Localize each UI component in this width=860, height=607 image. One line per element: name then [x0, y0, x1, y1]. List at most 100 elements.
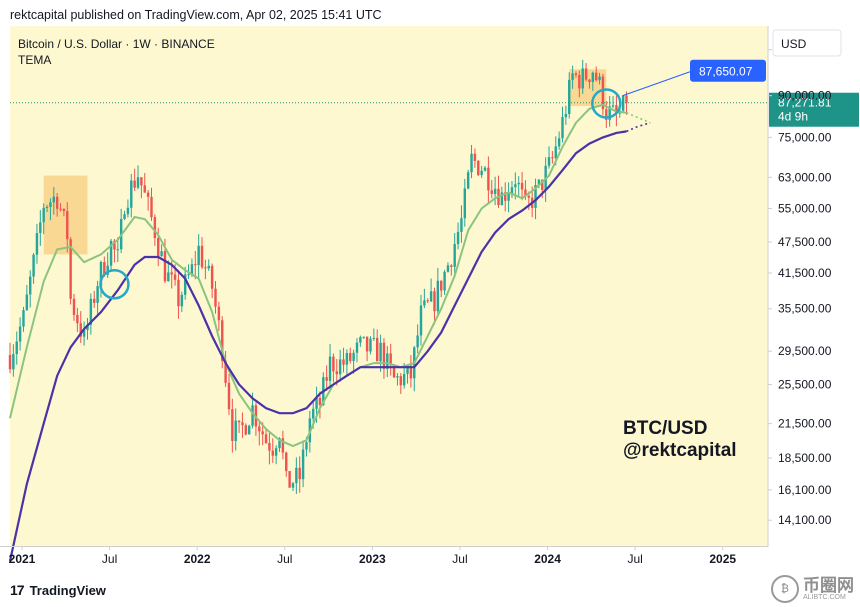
currency-button[interactable]: USD [772, 29, 842, 57]
candle-body [551, 157, 554, 159]
candle-body [45, 206, 49, 208]
candle-body [365, 336, 369, 352]
candle-body [591, 72, 595, 83]
candle-body [342, 359, 345, 365]
candle-body [345, 353, 349, 365]
candle-body [450, 265, 453, 267]
candle-body [440, 280, 443, 291]
x-tick-label: 2025 [709, 552, 736, 566]
candle-body [605, 109, 608, 120]
candle-body [163, 251, 167, 282]
last-price-value: 87,271.81 [778, 96, 832, 110]
candle-body [443, 271, 446, 291]
candle-body [608, 106, 611, 120]
candle-body [99, 262, 103, 287]
candle-body [113, 240, 116, 250]
candle-body [588, 79, 591, 83]
candle-body [227, 382, 231, 410]
candle-body [8, 355, 12, 370]
candle-body [520, 182, 524, 190]
candle-body [281, 438, 285, 453]
candle-body [477, 160, 480, 176]
candle-body [315, 397, 318, 409]
candle-body [561, 117, 564, 139]
candle-body [143, 185, 146, 193]
candle-body [268, 443, 271, 451]
candle-body [274, 448, 278, 456]
candle-body [116, 249, 120, 251]
overlay-pair: BTC/USD [623, 418, 707, 439]
candle-body [423, 300, 426, 306]
candle-body [564, 114, 568, 118]
candle-body [483, 167, 487, 171]
candle-body [241, 422, 244, 426]
candle-body [126, 207, 130, 215]
tradingview-footer[interactable]: 17 TradingView [10, 582, 106, 598]
projection-line [626, 112, 651, 124]
overlay-handle: @rektcapital [623, 440, 737, 461]
candle-body [493, 188, 497, 194]
candle-body [369, 338, 372, 352]
candle-body [581, 68, 584, 89]
candle-body [594, 72, 598, 81]
candle-body [568, 79, 571, 115]
candle-body [332, 356, 335, 372]
y-tick-label: 63,000.00 [778, 170, 832, 184]
candle-body [133, 180, 136, 188]
candle-body [460, 218, 463, 232]
candle-body [433, 291, 436, 312]
candle-body [557, 138, 561, 147]
candle-body [258, 426, 261, 432]
candle-body [490, 190, 493, 194]
y-tick-label: 14,100.00 [778, 513, 832, 527]
candle-body [389, 353, 392, 366]
candle-body [355, 342, 359, 353]
y-tick-label: 16,100.00 [778, 483, 832, 497]
candle-body [285, 452, 288, 472]
x-tick-label: 2021 [9, 552, 36, 566]
candle-body [214, 288, 217, 307]
candle-body [59, 208, 62, 210]
candle-body [318, 397, 322, 405]
candle-body [271, 450, 274, 456]
candle-body [15, 341, 18, 355]
indicator-name: TEMA [18, 53, 51, 67]
candle-body [130, 180, 133, 208]
candle-body [49, 202, 52, 207]
candle-body [470, 153, 473, 173]
candle-body [453, 243, 456, 267]
candle-body [123, 214, 126, 219]
candle-body [598, 76, 601, 81]
x-tick-label: Jul [452, 552, 467, 566]
candle-body [261, 431, 264, 435]
candle-body [298, 467, 301, 480]
candle-body [86, 324, 89, 331]
candle-body [35, 233, 39, 255]
candle-body [187, 274, 190, 276]
currency-label: USD [781, 37, 807, 51]
candle-body [379, 342, 382, 362]
candle-body [396, 376, 399, 378]
candle-body [12, 354, 15, 370]
candle-body [426, 300, 429, 302]
site-watermark: ₿ 币圈网 ALIBTC.COM [771, 575, 854, 603]
candle-body [288, 471, 291, 488]
x-tick-label: Jul [102, 552, 117, 566]
candle-body [150, 196, 153, 218]
plot-background [10, 26, 768, 546]
y-tick-label: 75,000.00 [778, 130, 832, 144]
candle-body [527, 195, 531, 198]
candle-body [29, 276, 32, 295]
candle-body [231, 409, 234, 441]
candle-body [244, 425, 248, 435]
candle-body [79, 323, 82, 337]
candle-body [416, 335, 419, 348]
x-tick-label: 2023 [359, 552, 386, 566]
candle-body [278, 438, 281, 449]
candle-body [170, 272, 173, 275]
candle-body [173, 274, 177, 280]
candle-body [507, 193, 510, 201]
candle-body [264, 434, 268, 444]
candle-body [89, 298, 93, 325]
